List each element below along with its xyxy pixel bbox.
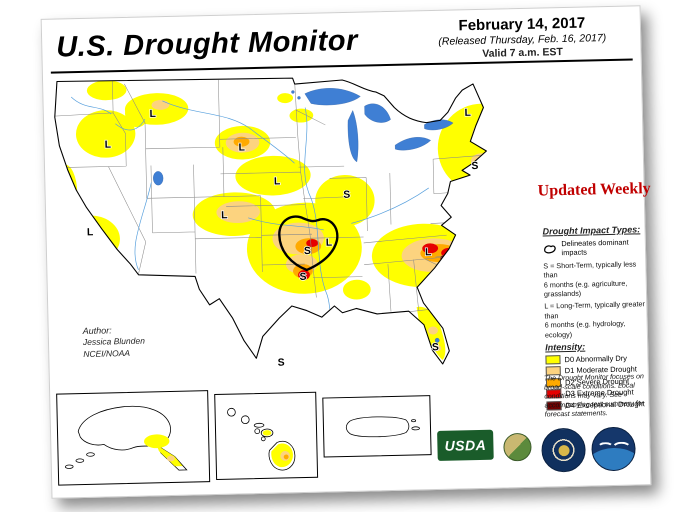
- map-impact-labels: L L L L S L S L S L S S S L L: [86, 107, 479, 369]
- hawaii-inset-map: [227, 407, 296, 471]
- us-outline: [54, 77, 487, 365]
- hawaii-inset: [214, 391, 319, 481]
- noaa-logo: [591, 426, 637, 472]
- map-impact-label-s: S: [432, 342, 439, 353]
- puerto-rico-inset: [322, 395, 432, 458]
- map-impact-label-l: L: [425, 247, 432, 258]
- author-org: NCEI/NOAA: [83, 347, 131, 359]
- alaska-inset-map: [64, 405, 188, 471]
- valid-time: Valid 7 a.m. EST: [482, 46, 563, 60]
- drought-mitigation-center-logo: [503, 432, 532, 462]
- legend-row-d0: D0 Abnormally Dry: [545, 353, 649, 365]
- map-impact-label-s: S: [304, 246, 311, 257]
- map-impact-label-l: L: [221, 210, 228, 221]
- date-block: February 14, 2017 (Released Thursday, Fe…: [438, 10, 633, 62]
- department-of-commerce-seal: [541, 427, 587, 473]
- map-impact-label-l: L: [326, 238, 333, 249]
- map-impact-label-s: S: [278, 358, 285, 369]
- map-impact-label-l: L: [149, 109, 156, 120]
- map-impact-label-l: L: [105, 140, 112, 151]
- rivers: [70, 96, 429, 327]
- us-drought-map: L L L L S L S L S L S S S L L: [53, 77, 492, 373]
- intensity-heading: Intensity:: [545, 341, 586, 353]
- map-impact-label-l: L: [238, 143, 245, 154]
- impact-boundary-icon: [544, 244, 556, 253]
- map-impact-label-s: S: [343, 190, 350, 201]
- legend: Drought Impact Types: Delineates dominan…: [542, 224, 650, 413]
- author-block: Author: Jessica Blunden NCEI/NOAA: [83, 324, 146, 360]
- map-impact-label-l: L: [464, 108, 471, 119]
- d0-swatch: [545, 355, 561, 365]
- map-impact-label-l: L: [274, 176, 281, 187]
- delineates-row: Delineates dominant impacts: [543, 237, 647, 257]
- short-term-definition: S = Short-Term, typically less than 6 mo…: [543, 259, 637, 299]
- puerto-rico-inset-map: [345, 416, 420, 438]
- delineates-label: Delineates dominant impacts: [561, 237, 629, 258]
- disclaimer-text: The Drought Monitor focuses on broad-sca…: [543, 373, 644, 419]
- great-lakes: [153, 88, 454, 343]
- map-impact-label-s: S: [299, 272, 306, 283]
- author-name: Jessica Blunden: [82, 335, 145, 348]
- map-impact-label-s: S: [471, 161, 478, 172]
- updated-weekly-note: Updated Weekly: [537, 180, 651, 200]
- impact-types-heading: Drought Impact Types:: [542, 224, 641, 237]
- dominant-impact-boundary: [278, 215, 339, 272]
- page-title: U.S. Drought Monitor: [55, 24, 359, 64]
- usda-logo-text: USDA: [444, 436, 487, 454]
- alaska-inset: [56, 390, 211, 486]
- long-term-definition: L = Long-Term, typically greater than 6 …: [544, 299, 645, 340]
- usda-logo: USDA: [437, 429, 494, 461]
- map-impact-label-l: L: [87, 227, 94, 238]
- drought-monitor-page: U.S. Drought Monitor February 14, 2017 (…: [40, 5, 652, 499]
- noaa-gull-icon: [597, 441, 614, 453]
